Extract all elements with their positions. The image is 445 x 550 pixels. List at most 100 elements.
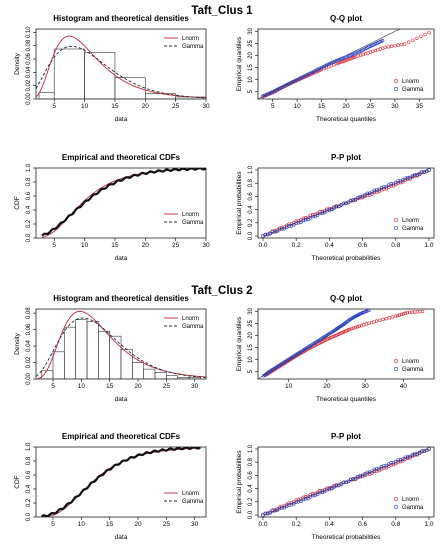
x-tick-label: 10: [81, 103, 89, 110]
y-tick-label: 0.6: [26, 470, 32, 479]
x-tick-label: 30: [202, 242, 210, 249]
qq-points-lnorm: [263, 309, 425, 377]
pp-point-lnorm: [389, 183, 393, 188]
x-tick-label: 1.0: [424, 242, 433, 249]
qq-points-gamma-point: [280, 85, 285, 89]
qq-points-gamma-point: [279, 86, 283, 90]
x-tick-label: 0.4: [325, 521, 334, 528]
x-tick-label: 25: [172, 103, 180, 110]
legend-gamma-label: Gamma: [402, 226, 424, 232]
pp-point-gamma: [412, 452, 417, 456]
x-tick-label: 30: [202, 103, 210, 110]
legend: Lnorm Gamma: [393, 217, 424, 232]
plot-area: [41, 168, 206, 238]
qq-points-lnorm-point: [351, 326, 356, 330]
qq-points-gamma-point: [318, 66, 322, 71]
pp-point-lnorm: [306, 215, 310, 220]
plot-frame: [35, 446, 207, 518]
y-tick-label: 0.0: [26, 512, 32, 521]
histogram-bin-5: [144, 93, 176, 99]
pp-point-gamma: [280, 505, 284, 510]
qq-points-gamma-point: [349, 53, 353, 57]
qq-points-lnorm-point: [427, 30, 431, 35]
y-axis-label: Empirical probabilities: [236, 450, 243, 514]
pp-point-gamma: [408, 175, 412, 180]
y-tick-label: 0.06: [26, 53, 32, 65]
qq-points-lnorm-point: [342, 59, 347, 63]
y-tick-label: 20: [248, 52, 254, 59]
histogram-bin-1: [38, 92, 55, 99]
pp-point-gamma: [263, 511, 268, 516]
y-tick-label: 25: [248, 319, 254, 326]
qq-points-lnorm-point: [395, 313, 400, 318]
y-tick-label: 0.10: [26, 26, 32, 38]
pp-point-gamma: [303, 496, 308, 501]
qq-points-gamma-point: [269, 90, 273, 95]
pp-point-lnorm: [405, 456, 410, 460]
x-tick-label: 0.2: [292, 242, 301, 249]
qq-points-gamma-point: [267, 91, 272, 95]
x-axis-label: Theoretical probabilities: [312, 255, 381, 262]
qq-points-gamma-point: [326, 62, 330, 67]
pp-point-gamma: [405, 175, 410, 180]
y-tick-label: 5: [248, 369, 254, 373]
qq-points-lnorm-point: [420, 309, 425, 314]
pp-point-gamma: [273, 229, 277, 234]
pp-point-gamma: [275, 508, 280, 513]
y-tick-label: 0.04: [26, 340, 32, 352]
y-axis-label: Density: [14, 52, 21, 74]
y-tick-label: 0.08: [26, 307, 32, 319]
x-tick-label: 0.0: [258, 521, 267, 528]
x-axis: 5 10 15 20 25 30 35 Theoretical quantiles: [271, 99, 423, 123]
pp-point-lnorm: [306, 494, 310, 499]
panel-6: Q-Q plot 10 20 30 40 Theoretical quantiles 5 10…: [236, 294, 435, 403]
qq-points-lnorm-point: [401, 312, 406, 316]
pp-point-gamma: [348, 477, 353, 482]
pp-point-lnorm: [396, 460, 400, 464]
qq-points-gamma-point: [316, 67, 320, 71]
qq-points-gamma-point: [303, 73, 307, 78]
plot-frame: [257, 167, 435, 239]
x-tick-label: 10: [78, 521, 86, 528]
plot-area: [41, 447, 201, 517]
pp-point-gamma: [322, 210, 327, 215]
qq-points-lnorm-point: [389, 44, 394, 48]
qq-points-gamma-point: [270, 90, 275, 94]
pp-point-lnorm: [365, 193, 370, 197]
pp-point-gamma: [398, 457, 403, 462]
y-tick-label: 0.4: [248, 205, 254, 214]
y-axis-label: Empirical quantiles: [236, 36, 243, 91]
pp-point-gamma: [263, 232, 268, 237]
pp-point-gamma: [372, 188, 377, 193]
pp-point-gamma: [325, 487, 329, 492]
y-tick-label: 0.6: [248, 192, 254, 201]
qq-points-lnorm-point: [386, 45, 391, 49]
pp-point-gamma: [318, 490, 322, 495]
x-tick-label: 10: [293, 103, 301, 110]
qq-points-lnorm-point: [310, 72, 314, 76]
pp-point-gamma: [277, 227, 282, 232]
x-axis-label: Theoretical quantiles: [316, 116, 377, 123]
y-tick-label: 1.0: [248, 165, 254, 174]
qq-points-gamma-point: [275, 87, 280, 92]
y-tick-label: 0.4: [26, 205, 32, 214]
qq-points-gamma-point: [324, 63, 329, 67]
legend-lnorm-label: Lnorm: [182, 212, 199, 218]
x-tick-label: 0.2: [292, 521, 301, 528]
qq-points-lnorm-point: [311, 71, 316, 75]
legend-lnorm-swatch: [393, 358, 399, 364]
qq-points-lnorm-point: [308, 72, 312, 77]
pp-point-gamma: [327, 487, 332, 491]
x-tick-label: 30: [191, 383, 199, 390]
pp-point-lnorm: [327, 207, 332, 211]
pp-points-gamma: [261, 447, 431, 517]
qq-points-lnorm-point: [345, 58, 350, 62]
y-tick-label: 0.6: [248, 471, 254, 480]
group-title-2: Taft_Clus 2: [191, 285, 252, 297]
y-tick-label: 1.0: [248, 444, 254, 453]
y-tick-label: 15: [248, 344, 254, 351]
x-tick-label: 5: [52, 242, 56, 249]
y-tick-label: 0.8: [26, 456, 32, 465]
pp-point-gamma: [389, 461, 393, 465]
pp-point-lnorm: [303, 215, 308, 220]
